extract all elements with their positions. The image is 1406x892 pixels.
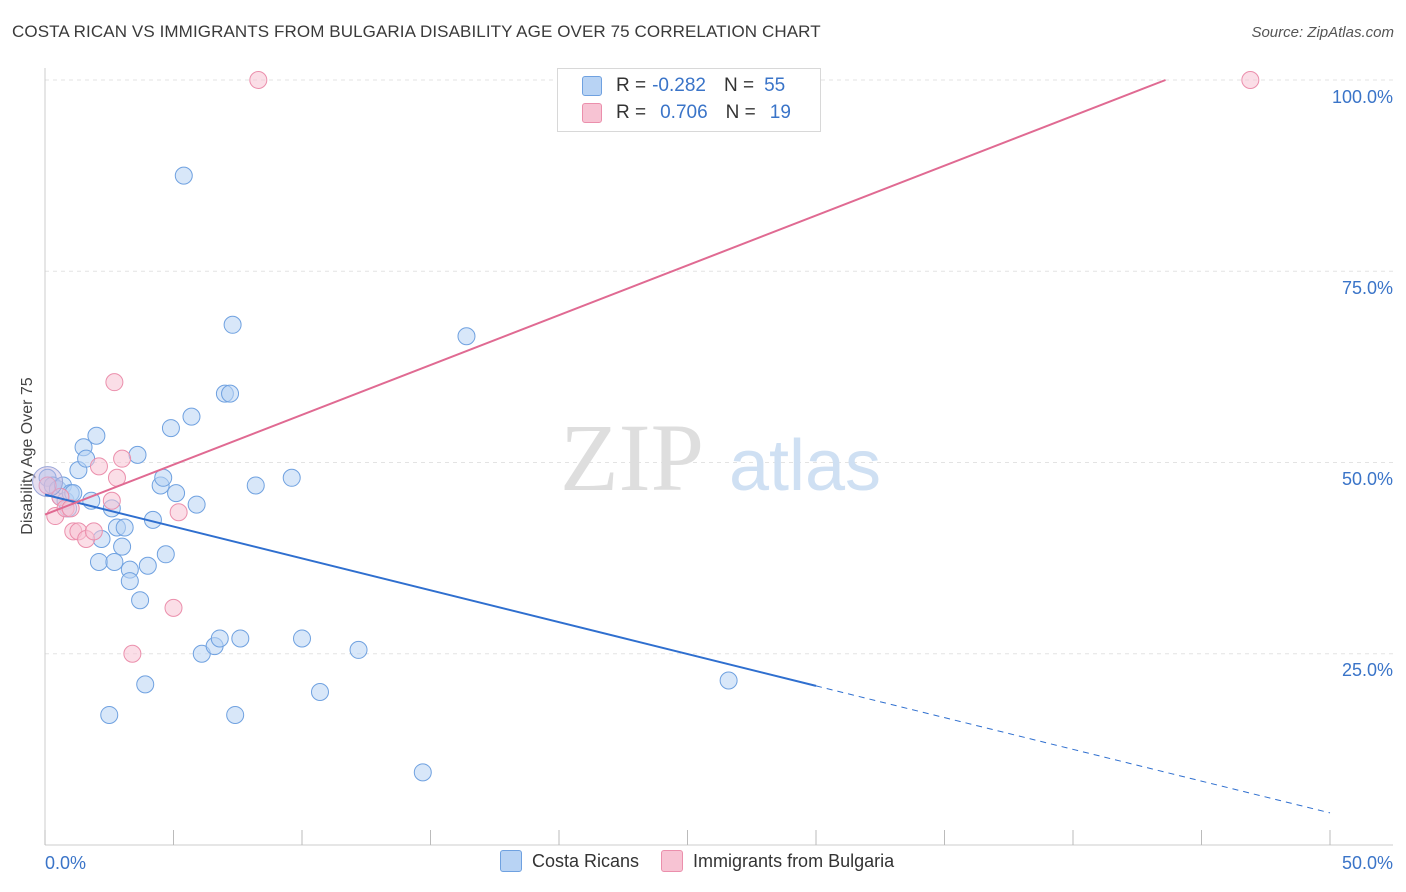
y-tick-label: 25.0%: [1342, 660, 1393, 680]
legend-label-costa-ricans: Costa Ricans: [532, 850, 640, 871]
legend-swatch-pink: [582, 103, 602, 123]
bulgaria-point: [123, 644, 142, 663]
bulgaria-point: [102, 491, 121, 510]
tick-labels: 25.0% 50.0% 75.0% 100.0% 0.0% 50.0%: [45, 87, 1393, 873]
x-tick-label: 0.0%: [45, 853, 86, 873]
costa-rican-point: [113, 537, 132, 556]
costa-rican-point: [167, 484, 186, 503]
legend-swatch-blue: [582, 76, 602, 96]
trend-lines: [44, 79, 1331, 814]
y-tick-label: 100.0%: [1332, 87, 1393, 107]
trend-line-costa-ricans: [44, 493, 817, 687]
watermark-atlas: atlas: [729, 426, 881, 506]
data-points: [32, 71, 1260, 782]
legend-r-label: R =: [616, 102, 647, 123]
legend-r-value: -0.282: [652, 75, 706, 96]
legend-row-bulgaria: R = 0.706 N = 19: [582, 100, 791, 126]
costa-rican-point: [128, 445, 147, 464]
legend-n-label: N =: [723, 75, 755, 96]
watermark: ZIP atlas: [560, 404, 881, 511]
costa-rican-point: [719, 671, 738, 690]
costa-rican-point: [310, 683, 329, 701]
series-legend: Costa Ricans Immigrants from Bulgaria: [500, 850, 916, 872]
costa-rican-point: [138, 556, 157, 575]
costa-rican-point: [120, 572, 139, 591]
bulgaria-point: [89, 457, 108, 476]
trend-line-costa-ricans-extension: [815, 685, 1331, 814]
bulgaria-point: [113, 449, 132, 468]
legend-swatch-pink: [661, 850, 684, 872]
costa-rican-point: [210, 629, 229, 648]
costa-rican-point: [223, 315, 242, 334]
legend-swatch-blue: [500, 850, 522, 872]
legend-r-label: R =: [616, 75, 647, 96]
costa-rican-point: [161, 419, 180, 438]
costa-rican-point: [100, 705, 119, 724]
costa-rican-point: [156, 545, 175, 564]
cluster-point: [32, 466, 64, 498]
costa-rican-point: [115, 518, 134, 537]
grid-lines: [45, 79, 1393, 655]
costa-rican-point: [131, 591, 150, 610]
costa-rican-point: [413, 763, 432, 782]
bulgaria-point: [105, 373, 124, 392]
costa-rican-point: [221, 384, 240, 403]
legend-row-costa-ricans: R = -0.282 N = 55: [582, 73, 785, 99]
costa-rican-point: [105, 552, 124, 571]
source-label: Source: ZipAtlas.com: [1251, 24, 1394, 41]
legend-n-label: N =: [725, 102, 756, 123]
costa-rican-point: [246, 476, 265, 495]
costa-rican-point: [187, 495, 206, 514]
costa-rican-point: [87, 426, 106, 445]
costa-rican-point: [136, 675, 155, 694]
chart-title: COSTA RICAN VS IMMIGRANTS FROM BULGARIA …: [12, 22, 821, 41]
costa-rican-point: [457, 327, 476, 346]
bulgaria-point: [164, 598, 183, 617]
bulgaria-point: [38, 476, 57, 495]
costa-rican-point: [226, 705, 245, 724]
legend-item-bulgaria: Immigrants from Bulgaria: [661, 850, 894, 872]
bulgaria-point: [1241, 71, 1260, 89]
costa-rican-point: [231, 629, 250, 648]
legend-n-value: 55: [764, 75, 786, 96]
correlation-legend: R = -0.282 N = 55 R = 0.706 N = 19: [557, 68, 821, 132]
legend-item-costa-ricans: Costa Ricans: [500, 850, 639, 872]
costa-rican-point: [282, 468, 301, 487]
bulgaria-point: [84, 522, 103, 541]
y-tick-label: 75.0%: [1342, 278, 1393, 298]
x-tick-label: 50.0%: [1342, 853, 1393, 873]
costa-rican-point: [89, 552, 108, 571]
costa-rican-point: [349, 640, 368, 659]
watermark-zip: ZIP: [560, 404, 704, 511]
legend-r-value: 0.706: [660, 102, 708, 123]
y-tick-label: 50.0%: [1342, 469, 1393, 489]
axes: [44, 68, 1393, 846]
bulgaria-point: [249, 71, 268, 89]
trend-line-bulgaria: [44, 79, 1166, 516]
costa-rican-point: [293, 629, 311, 648]
costa-rican-point: [174, 166, 193, 185]
legend-n-value: 19: [769, 102, 791, 123]
bulgaria-point: [169, 503, 188, 522]
legend-label-bulgaria: Immigrants from Bulgaria: [693, 850, 895, 871]
costa-rican-point: [182, 407, 201, 426]
